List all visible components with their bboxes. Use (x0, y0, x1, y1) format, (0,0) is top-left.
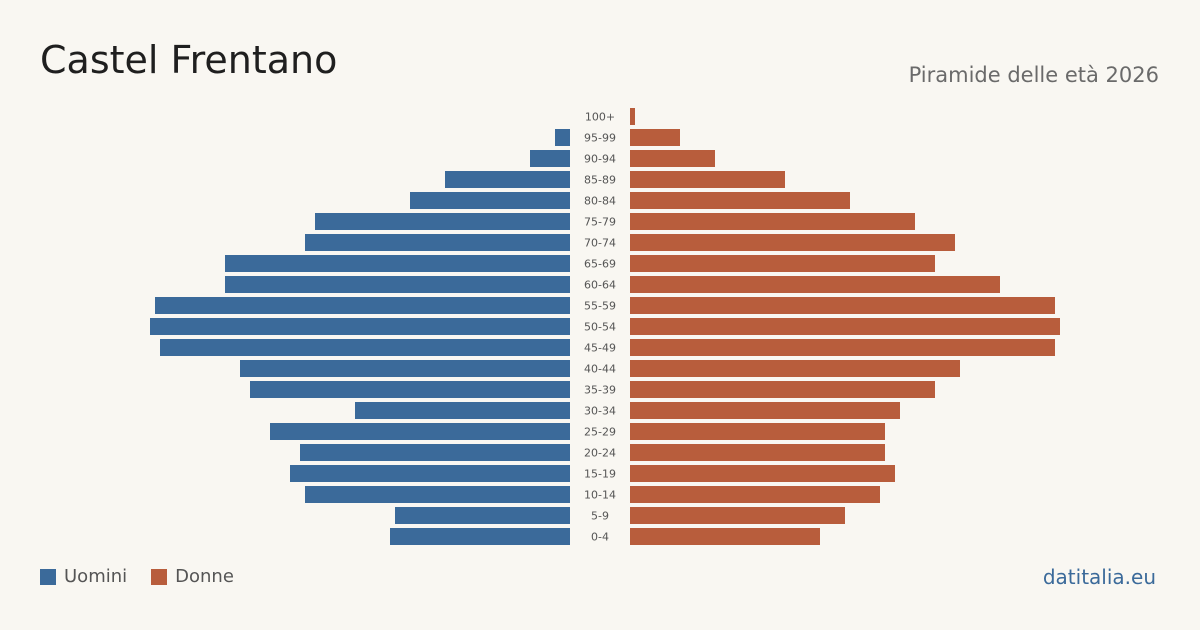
bar-men-45-49 (160, 339, 570, 356)
bar-women-75-79 (630, 213, 915, 230)
bar-women-15-19 (630, 465, 895, 482)
bar-women-5-9 (630, 507, 845, 524)
bar-men-10-14 (305, 486, 570, 503)
legend-swatch-men (40, 568, 56, 585)
age-label-85-89: 85-89 (584, 174, 616, 187)
age-label-0-4: 0-4 (591, 531, 609, 544)
age-label-30-34: 30-34 (584, 405, 616, 418)
bar-women-30-34 (630, 402, 900, 419)
age-label-25-29: 25-29 (584, 426, 616, 439)
age-label-5-9: 5-9 (591, 510, 609, 523)
age-label-95-99: 95-99 (584, 132, 616, 145)
legend-label-women: Donne (175, 566, 234, 587)
bar-women-45-49 (630, 339, 1055, 356)
bar-women-40-44 (630, 360, 960, 377)
bar-men-75-79 (315, 213, 570, 230)
bar-women-55-59 (630, 297, 1055, 314)
bar-women-60-64 (630, 276, 1000, 293)
age-label-40-44: 40-44 (584, 363, 616, 376)
bar-women-65-69 (630, 255, 935, 272)
bar-women-90-94 (630, 150, 715, 167)
bar-men-20-24 (300, 444, 570, 461)
age-label-60-64: 60-64 (584, 279, 616, 292)
age-label-90-94: 90-94 (584, 153, 616, 166)
source-link[interactable]: datitalia.eu (1042, 565, 1156, 589)
bar-men-60-64 (225, 276, 570, 293)
legend-item-women: Donne (151, 566, 234, 587)
bar-women-10-14 (630, 486, 880, 503)
age-label-75-79: 75-79 (584, 216, 616, 229)
bar-women-70-74 (630, 234, 955, 251)
legend-swatch-women (151, 568, 168, 585)
age-label-55-59: 55-59 (584, 300, 616, 313)
chart-subtitle: Piramide delle età 2026 (908, 63, 1159, 87)
bar-men-90-94 (530, 150, 570, 167)
bar-men-80-84 (410, 192, 570, 209)
bar-women-85-89 (630, 171, 785, 188)
bar-women-20-24 (630, 444, 885, 461)
age-label-70-74: 70-74 (584, 237, 616, 250)
bar-men-25-29 (270, 423, 570, 440)
age-label-10-14: 10-14 (584, 489, 616, 502)
bar-women-25-29 (630, 423, 885, 440)
bar-women-80-84 (630, 192, 850, 209)
bar-men-50-54 (150, 318, 570, 335)
bar-men-40-44 (240, 360, 570, 377)
bar-men-0-4 (390, 528, 570, 545)
bar-men-65-69 (225, 255, 570, 272)
age-label-35-39: 35-39 (584, 384, 616, 397)
legend: Uomini Donne (40, 566, 258, 587)
bar-men-15-19 (290, 465, 570, 482)
bar-men-55-59 (155, 297, 570, 314)
legend-item-men: Uomini (40, 566, 127, 587)
bar-men-85-89 (445, 171, 570, 188)
age-label-80-84: 80-84 (584, 195, 616, 208)
legend-label-men: Uomini (64, 566, 128, 587)
age-label-20-24: 20-24 (584, 447, 616, 460)
chart-title: Castel Frentano (40, 38, 338, 82)
bar-men-30-34 (355, 402, 570, 419)
age-label-65-69: 65-69 (584, 258, 616, 271)
bar-women-100+ (630, 108, 635, 125)
age-label-100+: 100+ (585, 111, 615, 124)
bar-women-50-54 (630, 318, 1060, 335)
bar-women-0-4 (630, 528, 820, 545)
age-label-15-19: 15-19 (584, 468, 616, 481)
bar-men-70-74 (305, 234, 570, 251)
bar-women-35-39 (630, 381, 935, 398)
bar-women-95-99 (630, 129, 680, 146)
age-label-50-54: 50-54 (584, 321, 616, 334)
bar-men-35-39 (250, 381, 570, 398)
age-label-45-49: 45-49 (584, 342, 616, 355)
bar-men-95-99 (555, 129, 570, 146)
bar-men-5-9 (395, 507, 570, 524)
